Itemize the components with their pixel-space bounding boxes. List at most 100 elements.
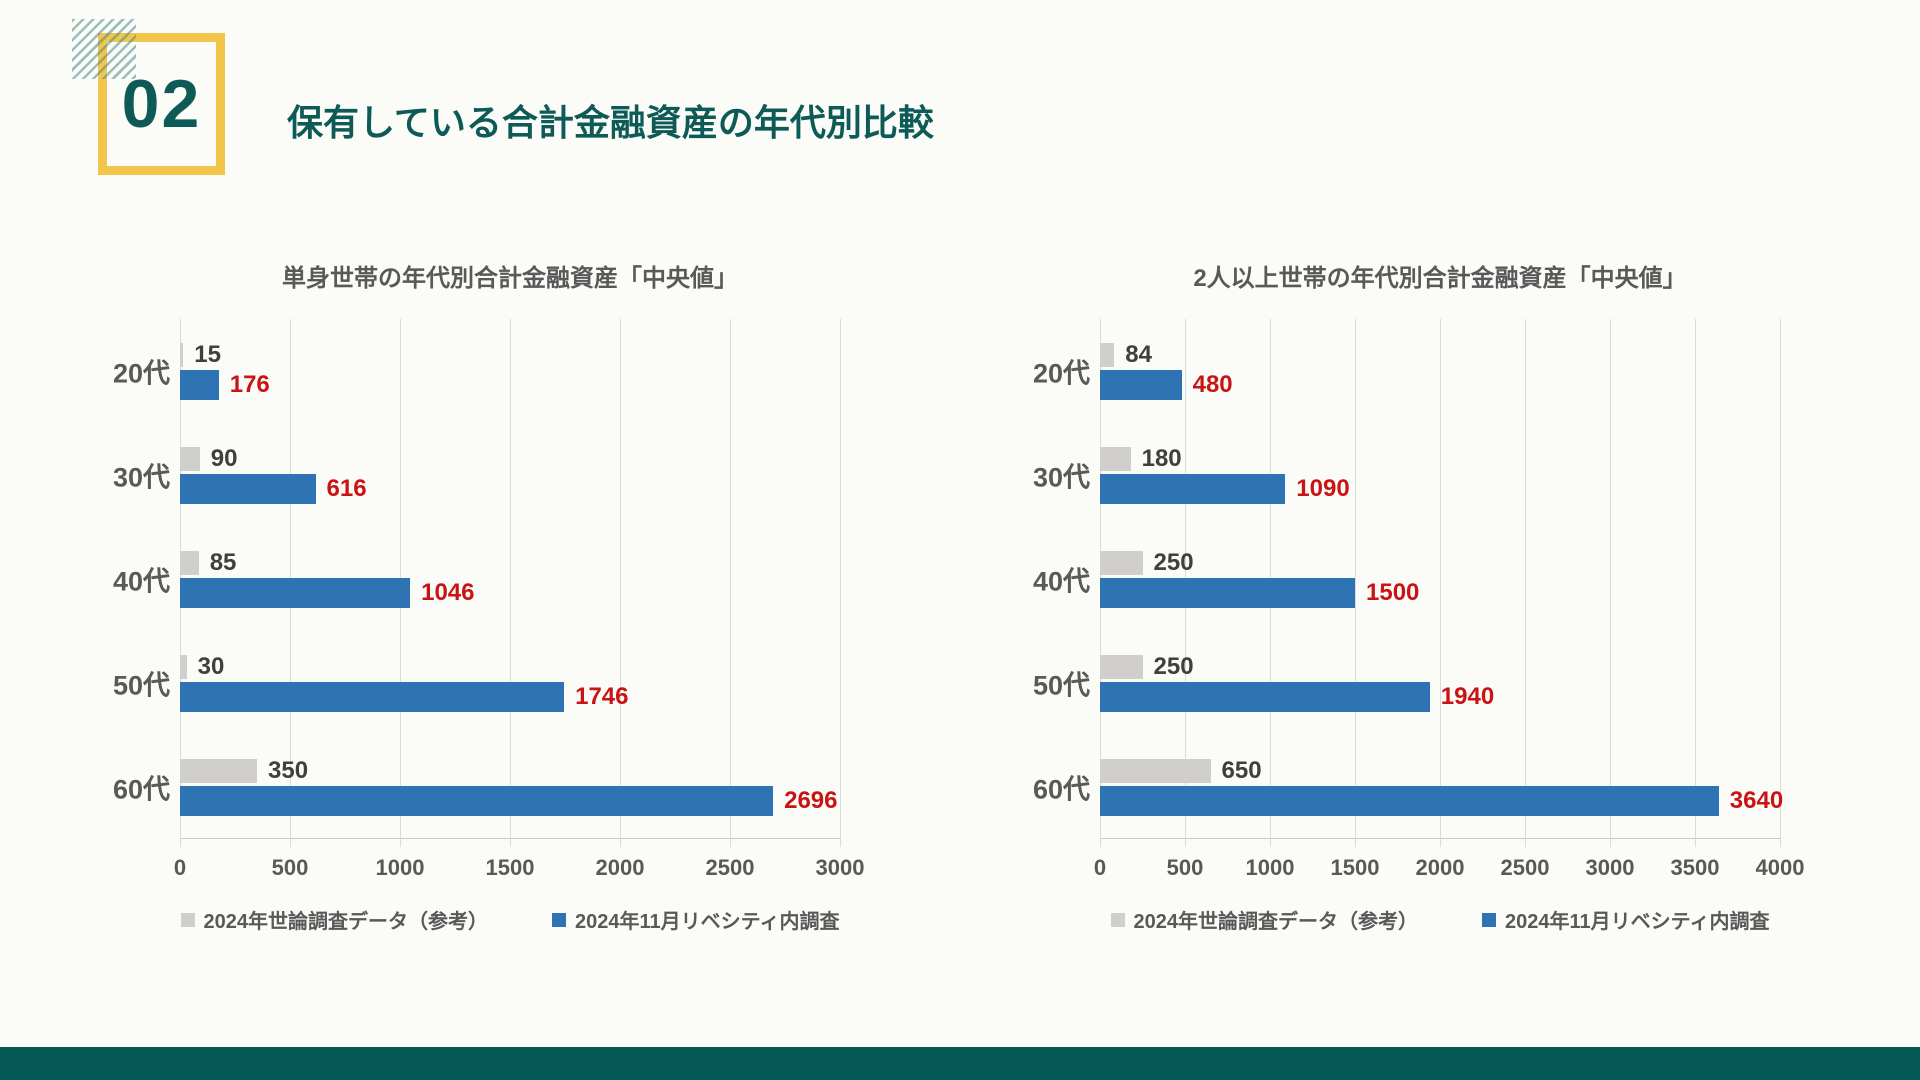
survey-bar <box>1100 681 1430 712</box>
x-axis-tick-label: 500 <box>1166 855 1204 880</box>
bar-line: 84 <box>1100 340 1780 368</box>
x-axis-tick-label: 2500 <box>705 855 755 880</box>
gridline <box>1355 319 1356 847</box>
survey-bar <box>1100 369 1182 400</box>
gridline <box>1780 319 1781 847</box>
page-title: 保有している合計金融資産の年代別比較 <box>287 102 934 143</box>
chart-title: 2人以上世帯の年代別合計金融資産「中央値」 <box>1193 265 1687 292</box>
section-number-box: 02 <box>98 33 225 175</box>
legend-item: 2024年世論調査データ（参考） <box>1110 905 1419 934</box>
category-row: 60代 650 3640 <box>1033 735 1784 839</box>
bar-line: 350 <box>180 756 840 784</box>
legend-label: 2024年世論調査データ（参考） <box>203 911 489 933</box>
bar-value-label: 350 <box>268 756 309 784</box>
gridline <box>1440 319 1441 847</box>
category-label: 20代 <box>112 358 170 389</box>
category-label: 50代 <box>1032 670 1090 701</box>
x-axis-tick-label: 3500 <box>1670 855 1720 880</box>
gridline <box>1695 319 1696 847</box>
legend-swatch <box>180 912 195 927</box>
category-label: 60代 <box>112 774 170 805</box>
x-axis-tick-label: 1500 <box>485 855 535 880</box>
legend-item: 2024年11月リベシティ内調査 <box>1482 905 1769 934</box>
gridline <box>620 319 621 847</box>
legend-swatch <box>1482 912 1497 927</box>
plot-area: 20代 15 176 30代 90 616 40代 85 1046 50代 30 1746 60代 350… <box>113 319 841 847</box>
category-row: 50代 30 1746 <box>113 631 840 735</box>
bar-value-label: 480 <box>1192 370 1233 398</box>
reference-bar <box>1100 758 1211 783</box>
x-axis-tick-label: 0 <box>173 855 187 880</box>
legend: 2024年世論調査データ（参考） 2024年11月リベシティ内調査 <box>180 905 840 934</box>
category-row: 40代 85 1046 <box>113 527 840 631</box>
bar-value-label: 1090 <box>1296 474 1350 502</box>
legend-item: 2024年世論調査データ（参考） <box>180 905 489 934</box>
category-label: 30代 <box>1032 462 1090 493</box>
reference-bar <box>180 342 184 367</box>
reference-bar <box>1100 342 1115 367</box>
category-row: 30代 180 1090 <box>1033 423 1780 527</box>
bar-value-label: 650 <box>1221 756 1262 784</box>
bar-line: 1746 <box>180 681 840 712</box>
x-axis-tick-label: 3000 <box>815 855 865 880</box>
category-row: 20代 15 176 <box>113 319 840 423</box>
bar-value-label: 1746 <box>575 682 629 710</box>
survey-bar <box>1100 577 1355 608</box>
legend-label: 2024年世論調査データ（参考） <box>1133 911 1419 933</box>
bar-value-label: 250 <box>1153 548 1194 576</box>
reference-bar <box>180 446 200 471</box>
legend: 2024年世論調査データ（参考） 2024年11月リベシティ内調査 <box>1100 905 1780 934</box>
chart-title: 単身世帯の年代別合計金融資産「中央値」 <box>282 265 738 292</box>
legend-item: 2024年11月リベシティ内調査 <box>552 905 839 934</box>
category-label: 50代 <box>112 670 170 701</box>
bar-value-label: 85 <box>209 548 237 576</box>
gridline <box>510 319 511 847</box>
survey-bar <box>180 369 219 400</box>
x-axis-tick-label: 1000 <box>1245 855 1295 880</box>
gridline <box>730 319 731 847</box>
category-label: 20代 <box>1032 358 1090 389</box>
bar-line: 250 <box>1100 652 1780 680</box>
gridline <box>1610 319 1611 847</box>
bar-value-label: 1940 <box>1440 682 1495 710</box>
survey-bar <box>180 577 411 608</box>
x-axis: 0 500 1000 1500 2000 2500 3000 3500 4000 <box>1094 855 1805 881</box>
bar-value-label: 1500 <box>1366 578 1420 606</box>
category-row: 50代 250 1940 <box>1033 631 1780 735</box>
category-row: 40代 250 1500 <box>1033 527 1780 631</box>
category-row: 60代 350 2696 <box>113 735 840 839</box>
survey-bar <box>180 785 774 816</box>
reference-bar <box>1100 446 1131 471</box>
survey-bar <box>180 681 565 712</box>
bar-value-label: 180 <box>1141 444 1182 472</box>
reference-bar <box>180 758 257 783</box>
bar-line: 1940 <box>1100 681 1780 712</box>
bar-line: 250 <box>1100 548 1780 576</box>
survey-bar <box>180 473 316 504</box>
x-axis: 0 500 1000 1500 2000 2500 3000 <box>174 855 865 881</box>
bar-value-label: 30 <box>197 652 225 680</box>
category-row: 30代 90 616 <box>113 423 840 527</box>
bar-line: 180 <box>1100 444 1780 472</box>
category-label: 30代 <box>112 462 170 493</box>
x-axis-tick-label: 1500 <box>1330 855 1380 880</box>
x-axis-tick-label: 0 <box>1093 855 1107 880</box>
x-axis-tick-label: 500 <box>271 855 309 880</box>
bar-line: 1500 <box>1100 577 1780 608</box>
footer-bar <box>0 1047 1920 1080</box>
gridline <box>1525 319 1526 847</box>
bar-value-label: 176 <box>229 370 270 398</box>
bar-value-label: 250 <box>1153 652 1194 680</box>
bar-value-label: 15 <box>194 340 221 368</box>
bar-line: 30 <box>180 652 840 680</box>
legend-label: 2024年11月リベシティ内調査 <box>1505 911 1770 933</box>
bar-line: 90 <box>180 446 840 471</box>
bar-value-label: 84 <box>1125 340 1152 368</box>
bar-value-label: 3640 <box>1729 786 1784 814</box>
reference-bar <box>180 654 187 679</box>
bar-value-label: 2696 <box>784 786 838 814</box>
x-axis-tick-label: 2500 <box>1500 855 1550 880</box>
hatch-decoration <box>72 19 136 79</box>
bar-line: 15 <box>180 340 840 368</box>
